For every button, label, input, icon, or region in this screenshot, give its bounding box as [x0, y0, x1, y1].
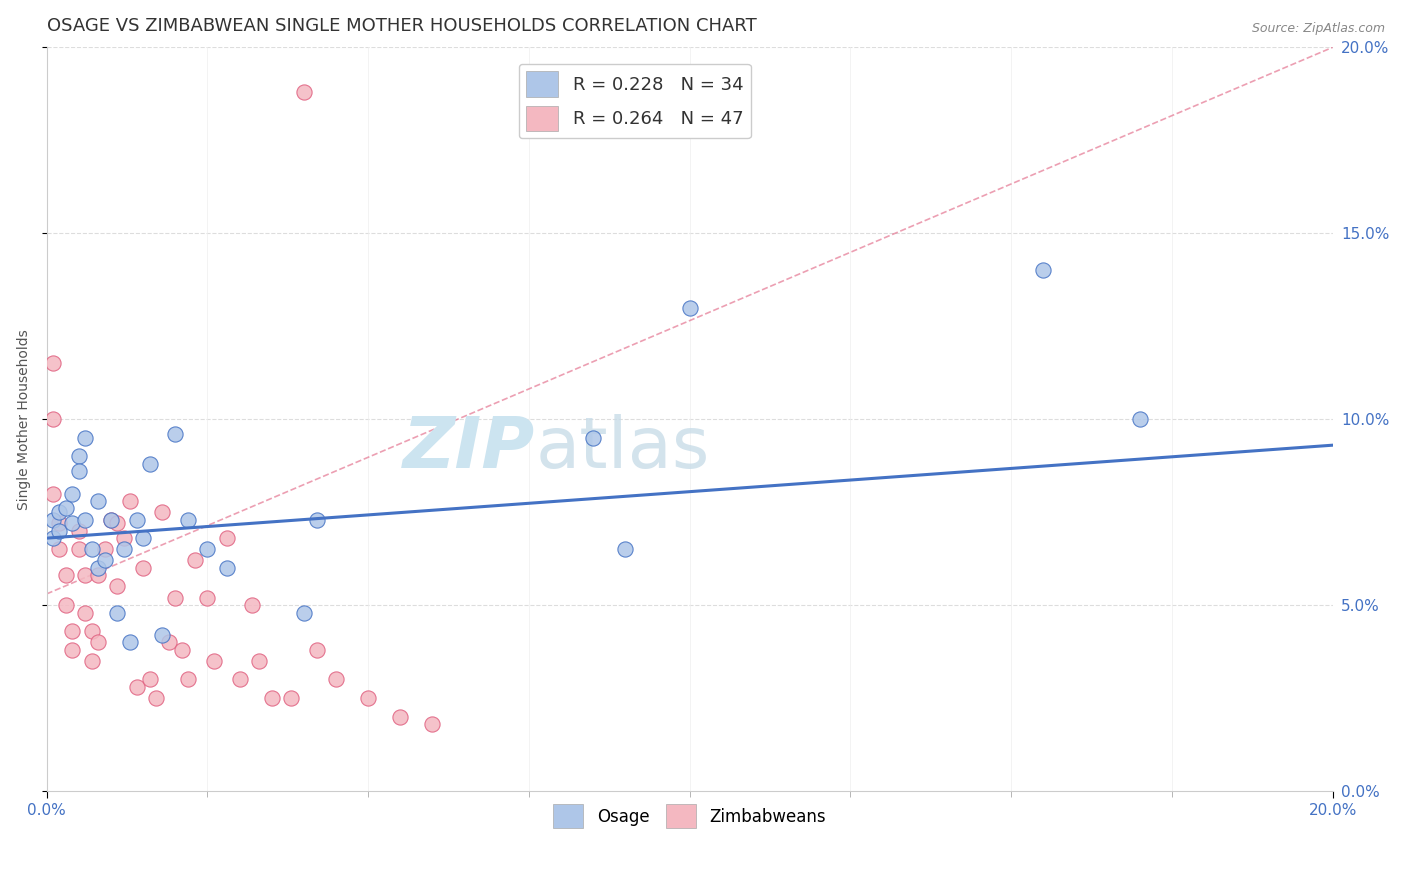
Point [75, 568, 97, 582]
Point [305, 642, 328, 657]
Point [165, 591, 187, 605]
Point [105, 516, 128, 531]
Point [325, 673, 347, 687]
Point [165, 427, 187, 442]
Point [422, 717, 444, 731]
Point [247, 654, 270, 668]
Point [202, 654, 225, 668]
Point [55, 568, 77, 582]
Point [48, 524, 70, 538]
Point [1129, 412, 1152, 426]
Point [60, 516, 83, 531]
Point [132, 531, 155, 545]
Point [280, 691, 302, 706]
Point [177, 512, 200, 526]
Point [87, 635, 110, 649]
Point [150, 505, 173, 519]
Point [215, 561, 238, 575]
Point [614, 542, 637, 557]
Point [112, 542, 135, 557]
Point [120, 494, 142, 508]
Point [305, 512, 328, 526]
Point [42, 356, 65, 370]
Point [48, 505, 70, 519]
Point [42, 531, 65, 545]
Point [125, 680, 148, 694]
Point [55, 598, 77, 612]
Point [42, 412, 65, 426]
Point [75, 606, 97, 620]
Text: ZIP: ZIP [404, 415, 536, 483]
Point [197, 591, 219, 605]
Point [1032, 263, 1054, 277]
Point [42, 512, 65, 526]
Point [55, 501, 77, 516]
Text: OSAGE VS ZIMBABWEAN SINGLE MOTHER HOUSEHOLDS CORRELATION CHART: OSAGE VS ZIMBABWEAN SINGLE MOTHER HOUSEH… [46, 17, 756, 35]
Text: atlas: atlas [536, 415, 710, 483]
Point [228, 673, 250, 687]
Point [100, 512, 122, 526]
Point [67, 524, 90, 538]
Point [87, 494, 110, 508]
Point [93, 553, 115, 567]
Point [170, 642, 193, 657]
Point [87, 568, 110, 582]
Point [80, 654, 103, 668]
Point [582, 431, 605, 445]
Point [48, 516, 70, 531]
Legend: Osage, Zimbabweans: Osage, Zimbabweans [547, 797, 832, 835]
Point [67, 464, 90, 478]
Point [105, 606, 128, 620]
Point [48, 542, 70, 557]
Point [120, 635, 142, 649]
Point [260, 691, 283, 706]
Text: Source: ZipAtlas.com: Source: ZipAtlas.com [1251, 22, 1385, 36]
Point [75, 431, 97, 445]
Point [177, 673, 200, 687]
Point [112, 531, 135, 545]
Point [60, 624, 83, 639]
Point [80, 542, 103, 557]
Point [80, 624, 103, 639]
Point [183, 553, 205, 567]
Point [138, 457, 160, 471]
Point [87, 561, 110, 575]
Point [150, 628, 173, 642]
Point [138, 673, 160, 687]
Point [157, 635, 180, 649]
Point [145, 691, 167, 706]
Point [42, 486, 65, 500]
Point [242, 598, 264, 612]
Point [67, 542, 90, 557]
Point [389, 709, 412, 723]
Point [292, 606, 315, 620]
Point [215, 531, 238, 545]
Point [197, 542, 219, 557]
Point [93, 542, 115, 557]
Point [357, 691, 380, 706]
Point [678, 301, 700, 315]
Point [75, 512, 97, 526]
Point [132, 561, 155, 575]
Point [105, 579, 128, 593]
Point [125, 512, 148, 526]
Point [60, 486, 83, 500]
Point [60, 642, 83, 657]
Point [67, 450, 90, 464]
Point [292, 85, 315, 99]
Point [100, 512, 122, 526]
Y-axis label: Single Mother Households: Single Mother Households [17, 329, 31, 509]
